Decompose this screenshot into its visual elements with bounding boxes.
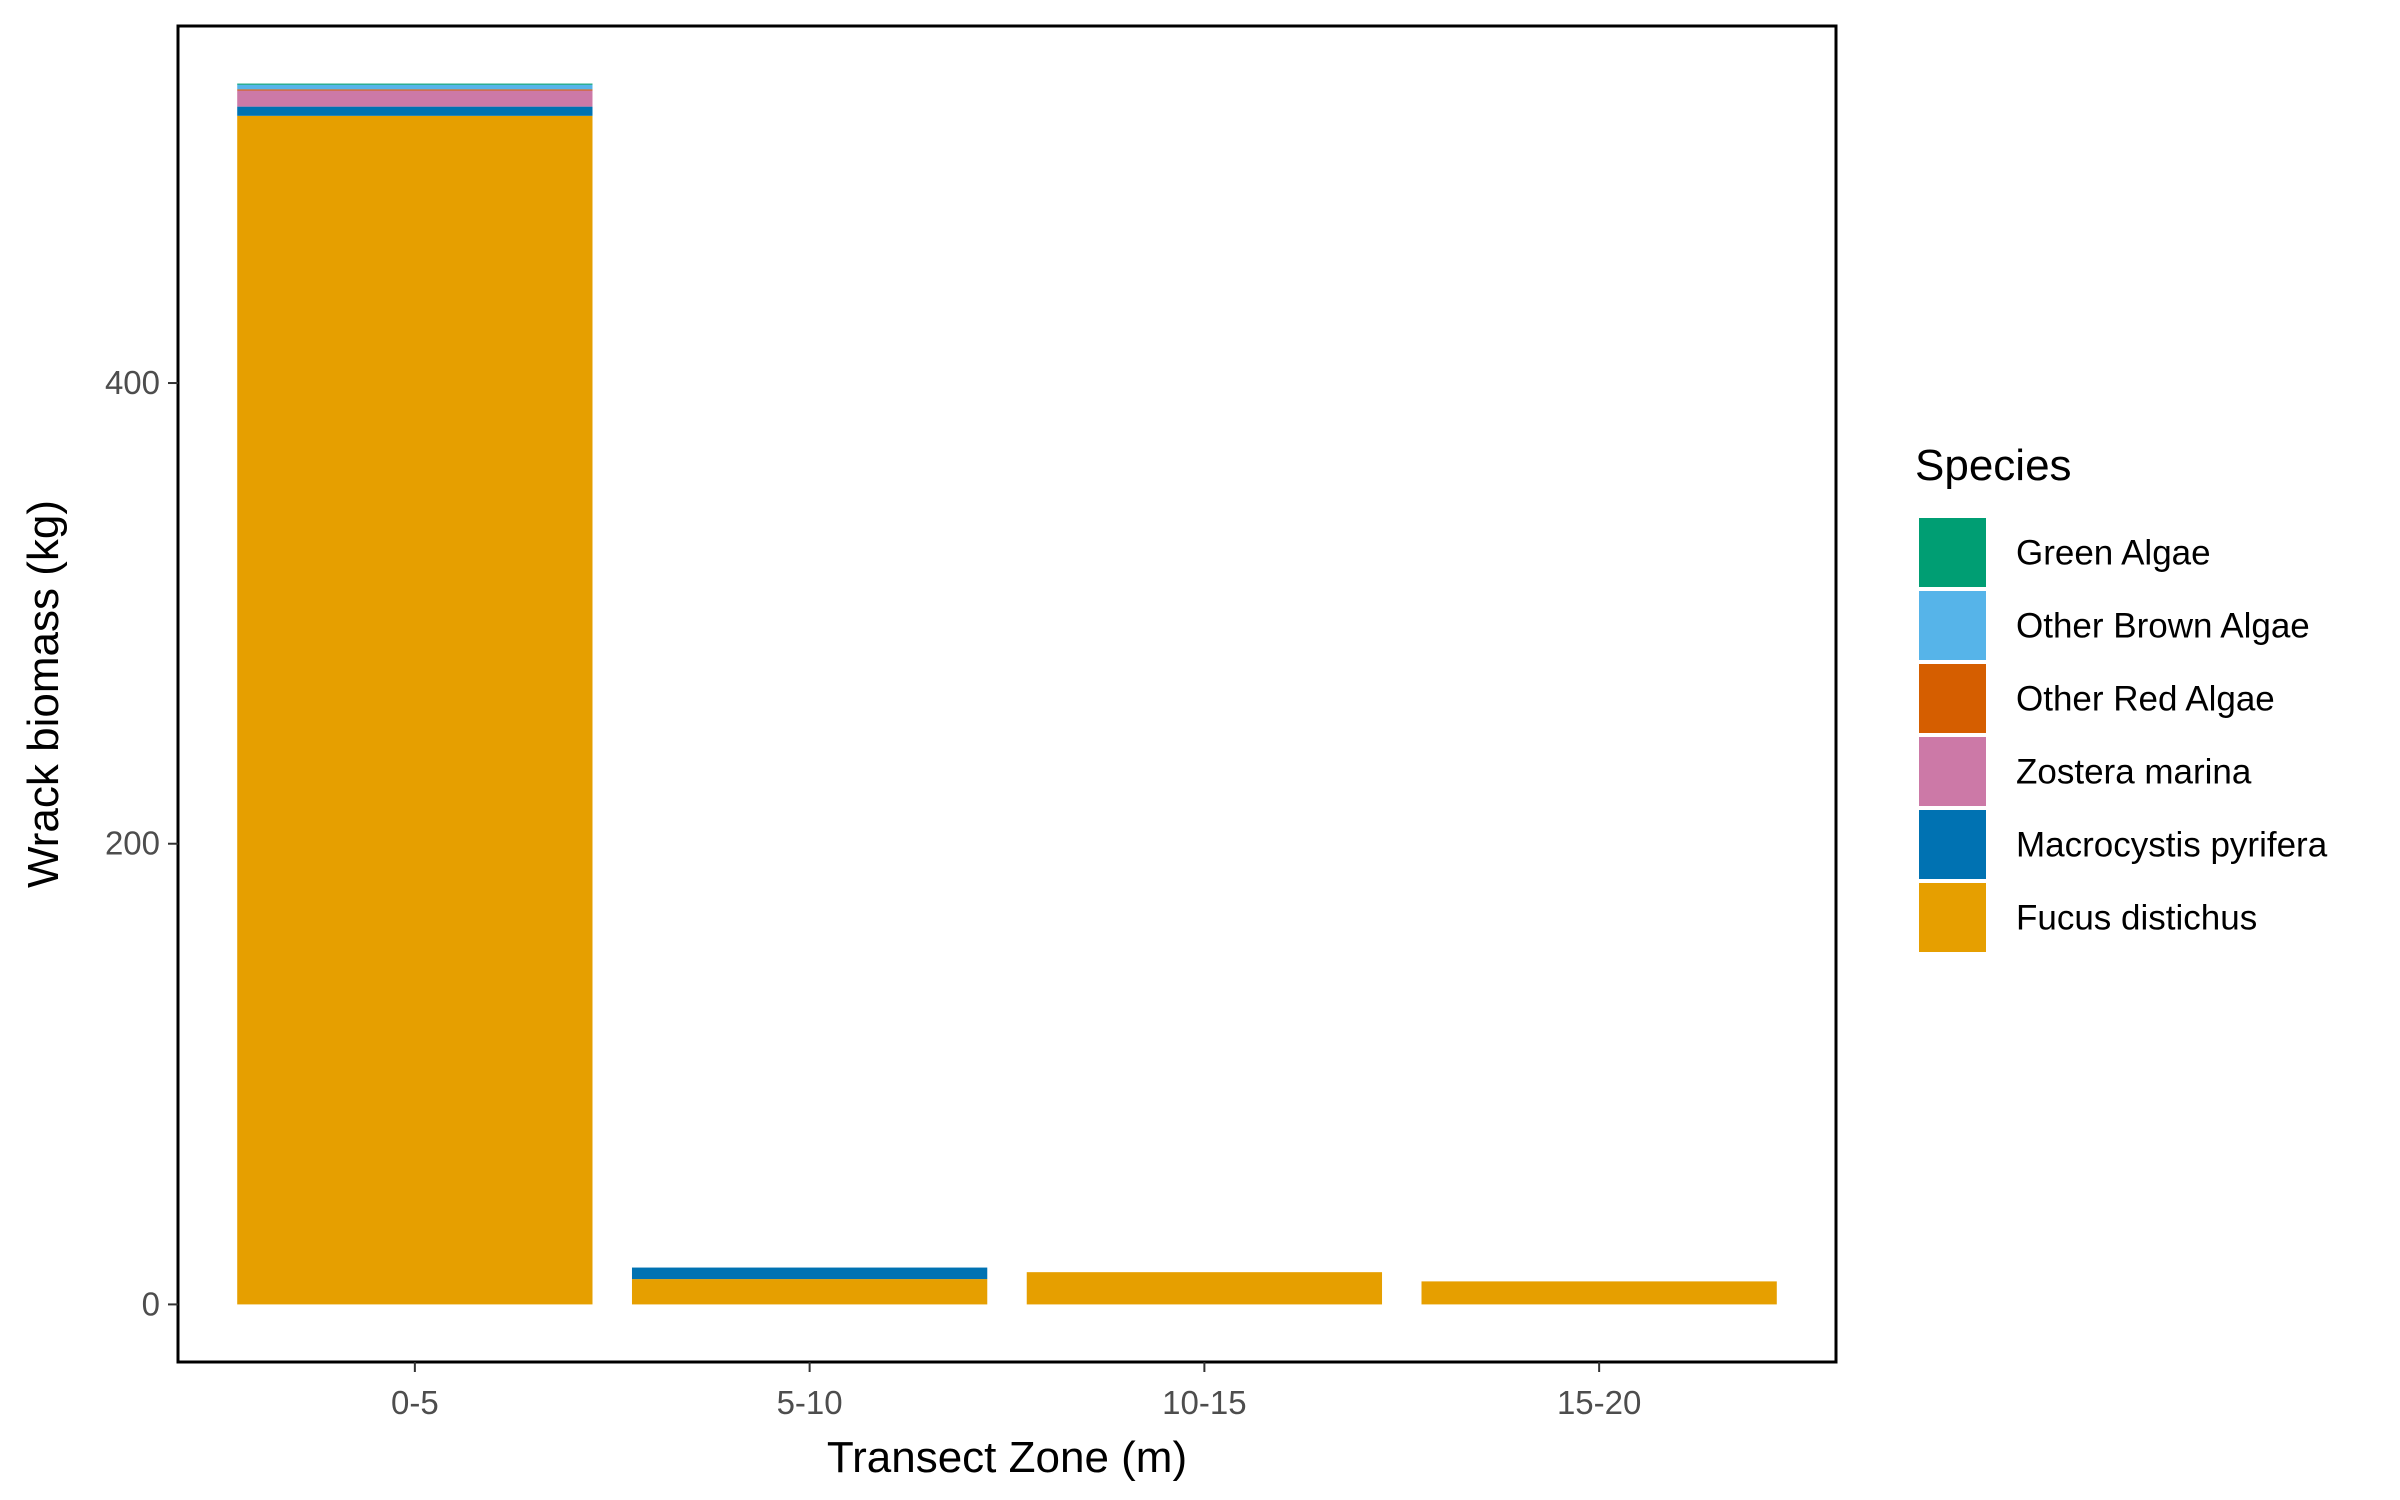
x-tick-label: 5-10 [777, 1384, 843, 1421]
legend-key-zostera-marina [1919, 737, 1986, 806]
legend-label: Other Brown Algae [2016, 607, 2310, 646]
x-axis: 0-5 5-10 10-15 15-20 [391, 1362, 1641, 1421]
legend-key-green-algae [1919, 518, 1986, 587]
plot-panel-border [176, 24, 1838, 1364]
y-tick-label: 200 [105, 825, 160, 862]
legend-label: Macrocystis pyrifera [2016, 826, 2328, 865]
legend-label: Fucus distichus [2016, 899, 2257, 938]
legend-title: Species [1915, 441, 2072, 490]
bar-segment-fucus-distichus-0-5 [237, 115, 593, 1305]
bar-segment-other-red-algae-0-5 [237, 89, 593, 91]
y-axis: 0 200 400 [105, 364, 178, 1322]
x-tick-label: 15-20 [1557, 1384, 1641, 1421]
x-tick-label: 0-5 [391, 1384, 439, 1421]
bar-segment-fucus-distichus-10-15 [1026, 1272, 1383, 1305]
bar-segment-green-algae-0-5 [237, 83, 593, 85]
y-tick-label: 0 [142, 1285, 160, 1322]
bar-segment-fucus-distichus-5-10 [631, 1279, 988, 1305]
x-tick-label: 10-15 [1162, 1384, 1246, 1421]
legend-label: Other Red Algae [2016, 680, 2275, 719]
legend: Species Green Algae Other Brown Algae Othe… [1915, 441, 2328, 952]
legend-key-macrocystis-pyrifera [1919, 810, 1986, 879]
legend-key-other-red-algae [1919, 664, 1986, 733]
x-axis-title: Transect Zone (m) [827, 1433, 1187, 1482]
legend-key-other-brown-algae [1919, 591, 1986, 660]
bar-segment-fucus-distichus-15-20 [1421, 1281, 1777, 1305]
bar-segment-macrocystis-pyrifera-0-5 [237, 106, 593, 116]
legend-label: Green Algae [2016, 534, 2211, 573]
bar-segment-zostera-marina-0-5 [237, 90, 593, 107]
y-axis-title: Wrack biomass (kg) [19, 500, 68, 888]
bar-segment-other-brown-algae-0-5 [237, 84, 593, 90]
legend-key-fucus-distichus [1919, 883, 1986, 952]
bar-segment-macrocystis-pyrifera-5-10 [631, 1267, 988, 1280]
legend-label: Zostera marina [2016, 753, 2252, 792]
bars-layer [237, 83, 1777, 1305]
y-tick-label: 400 [105, 364, 160, 401]
